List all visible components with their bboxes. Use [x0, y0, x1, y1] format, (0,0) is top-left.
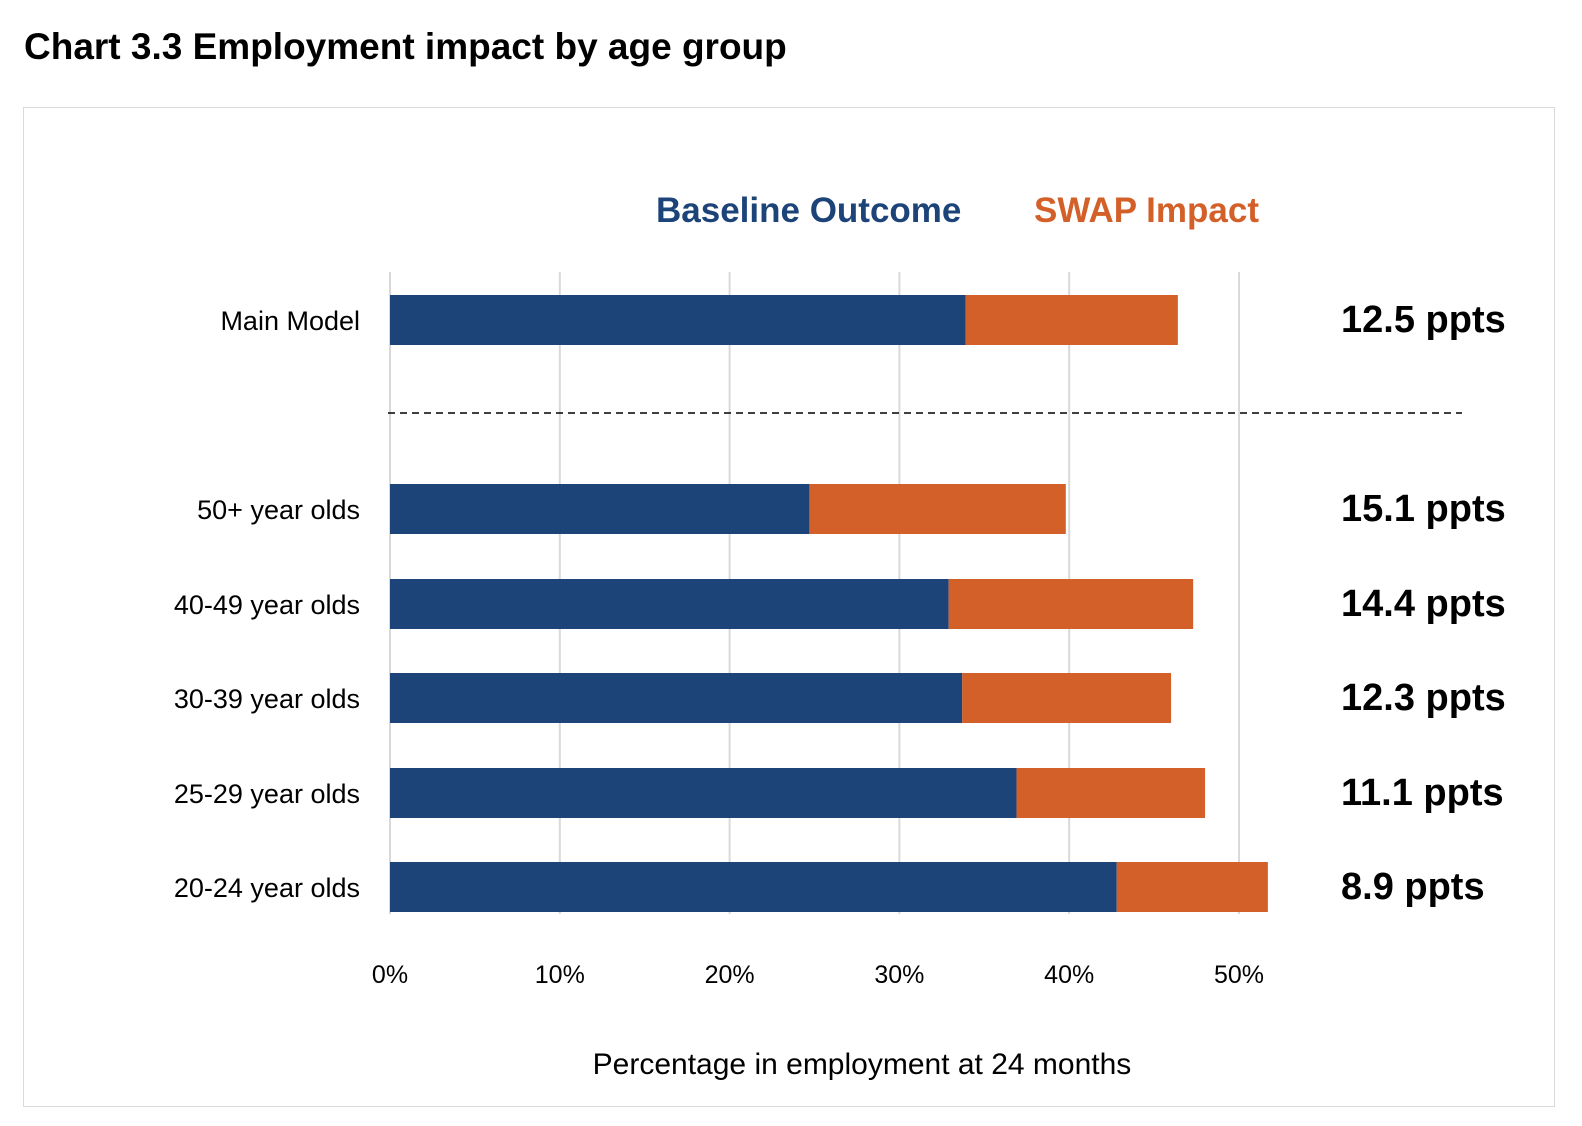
bars — [390, 295, 1268, 912]
bar-baseline-outcome-25-29-year-olds — [390, 768, 1017, 818]
impact-label-25-29-year-olds: 11.1 ppts — [1341, 772, 1504, 814]
impact-label-30-39-year-olds: 12.3 ppts — [1341, 677, 1506, 719]
impact-label-40-49-year-olds: 14.4 ppts — [1341, 583, 1506, 625]
category-label-main-model: Main Model — [220, 306, 360, 336]
x-tick-label: 40% — [1044, 961, 1094, 989]
bar-baseline-outcome-20-24-year-olds — [390, 862, 1117, 912]
bar-swap-impact-main-model — [965, 295, 1178, 345]
bar-baseline-outcome-50-year-olds — [390, 484, 810, 534]
x-tick-label: 10% — [535, 961, 585, 989]
bar-swap-impact-50-year-olds — [809, 484, 1066, 534]
category-label-20-24-year-olds: 20-24 year olds — [174, 873, 360, 903]
bar-baseline-outcome-40-49-year-olds — [390, 579, 949, 629]
impact-label-50-year-olds: 15.1 ppts — [1341, 488, 1506, 530]
bar-swap-impact-20-24-year-olds — [1116, 862, 1268, 912]
x-tick-label: 0% — [372, 961, 408, 989]
impact-label-main-model: 12.5 ppts — [1341, 299, 1506, 341]
bar-swap-impact-30-39-year-olds — [962, 673, 1172, 723]
category-label-25-29-year-olds: 25-29 year olds — [174, 779, 360, 809]
impact-labels: 12.5 ppts 15.1 ppts 14.4 ppts 12.3 ppts 11.1… — [1341, 299, 1506, 908]
bar-baseline-outcome-30-39-year-olds — [390, 673, 963, 723]
category-label-50-year-olds: 50+ year olds — [197, 495, 360, 525]
x-tick-labels: 0% 10% 20% 30% 40% 50% — [372, 961, 1264, 989]
bar-swap-impact-25-29-year-olds — [1016, 768, 1206, 818]
impact-label-20-24-year-olds: 8.9 ppts — [1341, 866, 1485, 908]
x-tick-label: 30% — [874, 961, 924, 989]
bar-chart: Main Model 50+ year olds 40-49 year olds 30… — [174, 191, 1506, 1081]
x-axis-title: Percentage in employment at 24 months — [593, 1048, 1132, 1081]
legend-swap-impact: SWAP Impact — [1034, 191, 1259, 230]
bar-swap-impact-40-49-year-olds — [948, 579, 1194, 629]
category-label-40-49-year-olds: 40-49 year olds — [174, 590, 360, 620]
category-label-30-39-year-olds: 30-39 year olds — [174, 684, 360, 714]
page-title: Chart 3.3 Employment impact by age group — [24, 26, 787, 67]
legend: Baseline Outcome SWAP Impact — [656, 191, 1259, 230]
x-tick-label: 20% — [705, 961, 755, 989]
chart-frame: Main Model 50+ year olds 40-49 year olds 30… — [23, 107, 1555, 1107]
category-labels: Main Model 50+ year olds 40-49 year olds 30… — [174, 306, 360, 903]
bar-baseline-outcome-main-model — [390, 295, 966, 345]
legend-baseline-outcome: Baseline Outcome — [656, 191, 961, 230]
x-tick-label: 50% — [1214, 961, 1264, 989]
